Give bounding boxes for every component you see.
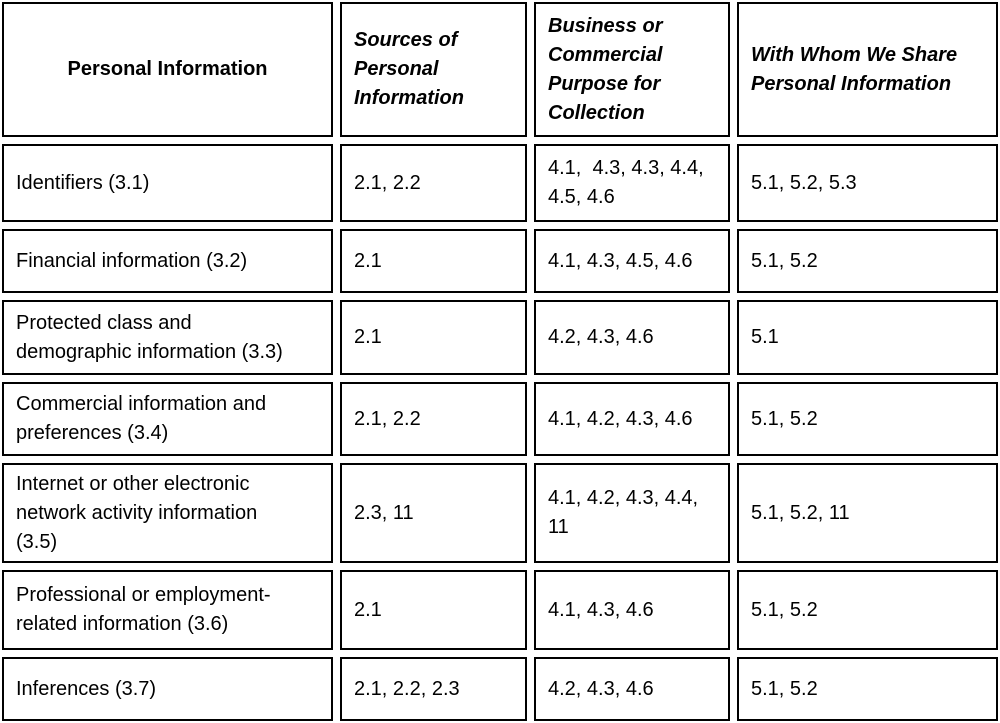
cell-sources: 2.1 — [340, 300, 527, 375]
cell-category: Commercial information and preferences (… — [2, 382, 333, 456]
header-sources-of-personal-information: Sources of Personal Information — [340, 2, 527, 137]
cell-sources: 2.1, 2.2 — [340, 144, 527, 222]
cell-sources: 2.1 — [340, 570, 527, 650]
cell-category: Financial information (3.2) — [2, 229, 333, 293]
cell-purpose: 4.1, 4.3, 4.6 — [534, 570, 730, 650]
cell-purpose: 4.2, 4.3, 4.6 — [534, 657, 730, 721]
header-with-whom-we-share: With Whom We Share Personal Information — [737, 2, 998, 137]
cell-shared-with: 5.1, 5.2 — [737, 657, 998, 721]
cell-shared-with: 5.1, 5.2, 11 — [737, 463, 998, 563]
cell-category: Internet or other electronic network act… — [2, 463, 333, 563]
cell-purpose: 4.1, 4.2, 4.3, 4.4, 11 — [534, 463, 730, 563]
header-business-or-commercial-purpose: Business or Commercial Purpose for Colle… — [534, 2, 730, 137]
cell-shared-with: 5.1, 5.2, 5.3 — [737, 144, 998, 222]
cell-purpose: 4.1, 4.3, 4.3, 4.4, 4.5, 4.6 — [534, 144, 730, 222]
cell-shared-with: 5.1 — [737, 300, 998, 375]
cell-category: Professional or employment- related info… — [2, 570, 333, 650]
cell-shared-with: 5.1, 5.2 — [737, 382, 998, 456]
cell-shared-with: 5.1, 5.2 — [737, 229, 998, 293]
cell-purpose: 4.1, 4.2, 4.3, 4.6 — [534, 382, 730, 456]
cell-purpose: 4.2, 4.3, 4.6 — [534, 300, 730, 375]
cell-shared-with: 5.1, 5.2 — [737, 570, 998, 650]
cell-category: Inferences (3.7) — [2, 657, 333, 721]
header-personal-information: Personal Information — [2, 2, 333, 137]
cell-purpose: 4.1, 4.3, 4.5, 4.6 — [534, 229, 730, 293]
cell-category: Identifiers (3.1) — [2, 144, 333, 222]
cell-sources: 2.1 — [340, 229, 527, 293]
cell-category: Protected class and demographic informat… — [2, 300, 333, 375]
cell-sources: 2.1, 2.2 — [340, 382, 527, 456]
cell-sources: 2.3, 11 — [340, 463, 527, 563]
cell-sources: 2.1, 2.2, 2.3 — [340, 657, 527, 721]
